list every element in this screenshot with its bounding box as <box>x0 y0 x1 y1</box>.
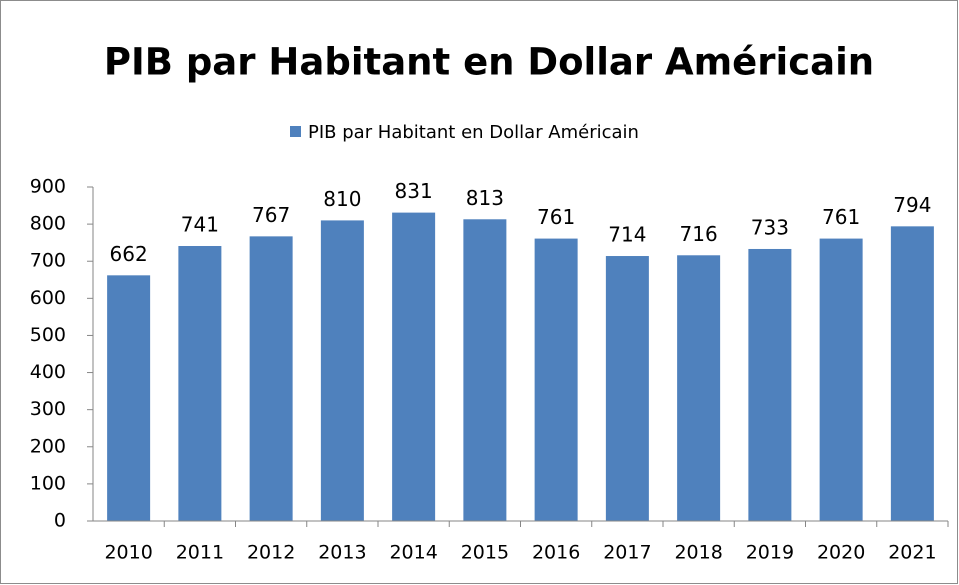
x-tick-label: 2017 <box>603 542 651 564</box>
y-tick-label: 0 <box>54 510 66 532</box>
y-tick-label: 900 <box>30 176 66 198</box>
x-tick-label: 2021 <box>888 542 936 564</box>
bar <box>392 212 436 521</box>
bar <box>534 238 578 521</box>
bar <box>605 256 649 521</box>
chart-title: PIB par Habitant en Dollar Américain <box>104 41 874 84</box>
bar <box>748 248 792 521</box>
data-label: 714 <box>608 223 646 247</box>
bar <box>249 236 293 521</box>
data-label: 810 <box>323 187 361 211</box>
data-label: 761 <box>537 205 575 229</box>
data-label: 733 <box>751 215 789 239</box>
x-tick-label: 2016 <box>532 542 580 564</box>
y-tick-label: 100 <box>30 472 66 494</box>
legend-swatch <box>290 126 301 137</box>
y-tick-label: 800 <box>30 213 66 235</box>
bar <box>107 275 151 521</box>
legend-label: PIB par Habitant en Dollar Américain <box>308 122 639 143</box>
data-label: 662 <box>110 242 148 266</box>
x-tick-label: 2014 <box>389 542 437 564</box>
y-tick-label: 200 <box>30 435 66 457</box>
bar <box>677 255 721 522</box>
data-label: 767 <box>252 203 290 227</box>
y-tick-label: 600 <box>30 287 66 309</box>
x-tick-label: 2013 <box>318 542 366 564</box>
data-label: 794 <box>893 193 931 217</box>
x-tick-label: 2018 <box>674 542 722 564</box>
y-tick-label: 700 <box>30 250 66 272</box>
bar <box>463 219 507 521</box>
data-label: 813 <box>466 186 504 210</box>
bar <box>178 246 222 522</box>
y-tick-label: 400 <box>30 361 66 383</box>
x-tick-label: 2019 <box>746 542 794 564</box>
bar <box>320 220 364 521</box>
x-tick-label: 2011 <box>176 542 224 564</box>
bar <box>890 226 934 522</box>
x-tick-label: 2012 <box>247 542 295 564</box>
x-tick-label: 2020 <box>817 542 865 564</box>
y-tick-label: 300 <box>30 398 66 420</box>
bar <box>819 238 863 521</box>
data-label: 716 <box>680 222 718 246</box>
data-label: 741 <box>181 213 219 237</box>
data-label: 761 <box>822 205 860 229</box>
x-tick-label: 2015 <box>461 542 509 564</box>
x-tick-label: 2010 <box>104 542 152 564</box>
data-label: 831 <box>395 179 433 203</box>
y-tick-label: 500 <box>30 324 66 346</box>
